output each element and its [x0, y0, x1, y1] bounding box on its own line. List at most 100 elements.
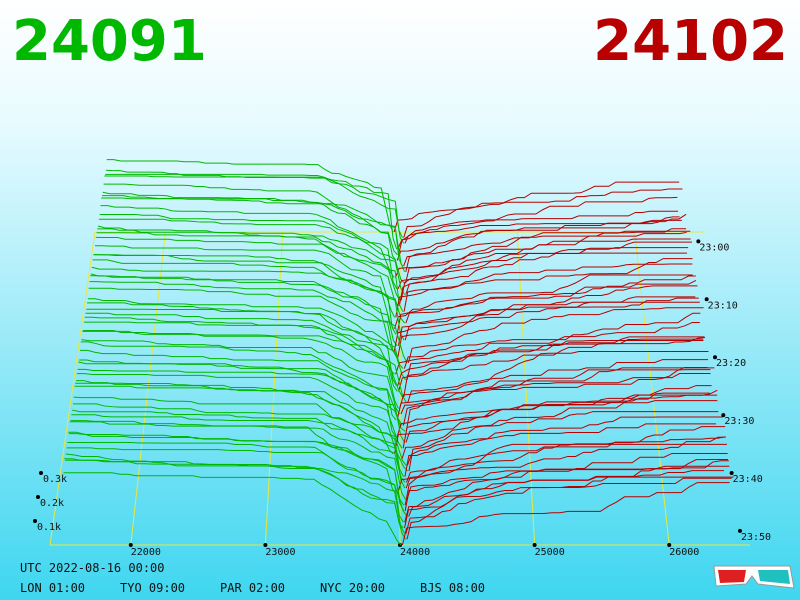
- ask-slice: [402, 367, 715, 426]
- bid-slice: [72, 403, 405, 477]
- ask-slice: [407, 359, 709, 403]
- ask-slice: [405, 477, 732, 534]
- bid-slice: [87, 298, 404, 369]
- plot: 22000 23000 24000 25000 26000 0.1k 0.2k 0.3k 23:…: [33, 159, 771, 558]
- ask-slice: [404, 416, 723, 477]
- bid-slice: [80, 341, 397, 421]
- ask-slice: [393, 181, 680, 233]
- x-tick: [263, 543, 268, 547]
- z-tick: [39, 471, 43, 475]
- ask-slice: [394, 394, 718, 455]
- bid-slice: [97, 228, 401, 301]
- ask-slice: [400, 247, 689, 301]
- x-tick: [532, 543, 537, 547]
- ask-slice: [402, 389, 718, 449]
- ask-slice: [395, 321, 700, 375]
- bid-slice: [81, 339, 401, 415]
- ask-slice: [396, 392, 710, 438]
- bid-slice: [79, 349, 403, 426]
- ask-slice: [399, 350, 709, 409]
- z-tick-label: 0.1k: [37, 522, 61, 533]
- ask-slice: [395, 263, 693, 318]
- 3d-glasses: [713, 565, 795, 589]
- time-tick-label: 23:00: [699, 242, 729, 253]
- bid-slice: [78, 361, 397, 438]
- ask-slice: [397, 297, 699, 346]
- bid-slice: [89, 281, 398, 358]
- bid-slice: [105, 173, 405, 244]
- bid-slice: [90, 275, 394, 352]
- ask-slice: [397, 338, 704, 386]
- clocks: LON 01:00 TYO 09:00 PAR 02:00 NYC 20:00 BJS …: [20, 581, 485, 595]
- ask-slice: [404, 452, 728, 511]
- time-tick: [737, 528, 742, 533]
- bid-slice: [63, 472, 402, 546]
- bid-price: 24091: [12, 9, 207, 74]
- bid-slice: [68, 431, 405, 512]
- bid-slice: [84, 316, 398, 392]
- bid-slice: [76, 373, 403, 449]
- clock-label: NYC 20:00: [320, 581, 385, 595]
- bid-slice: [106, 159, 394, 233]
- x-tick: [398, 543, 402, 547]
- bid-slice: [71, 414, 406, 489]
- clock-label: BJS 08:00: [420, 581, 485, 595]
- ask-slice: [404, 196, 678, 244]
- bid-slice: [97, 225, 405, 295]
- bid-slice: [93, 254, 394, 329]
- bid-slice: [101, 197, 406, 273]
- ask-slice: [394, 231, 687, 278]
- bid-slice: [87, 302, 395, 375]
- time-tick-label: 23:40: [733, 474, 763, 485]
- ask-slice: [396, 366, 708, 420]
- ask-slice: [403, 340, 704, 398]
- z-tick: [36, 495, 40, 499]
- ask-slice: [405, 373, 711, 432]
- time-tick-label: 23:10: [708, 300, 738, 311]
- z-tick: [33, 519, 37, 523]
- bid-slice: [105, 169, 403, 238]
- ask-slice: [398, 336, 706, 392]
- ask-slice: [397, 436, 726, 494]
- bid-slice: [69, 421, 407, 500]
- bid-slice: [98, 218, 398, 290]
- ask-slice: [403, 228, 687, 267]
- bid-slice: [77, 368, 406, 443]
- floor-edge: [49, 231, 96, 546]
- bid-slice: [75, 382, 401, 460]
- time-tick: [729, 471, 734, 476]
- ask-slice: [406, 458, 728, 500]
- grid-line: [516, 231, 536, 546]
- bid-slice: [82, 330, 399, 409]
- ask-slice: [405, 219, 682, 272]
- bid-slice: [86, 308, 407, 381]
- ask-slice: [404, 460, 729, 523]
- bid-slice: [103, 183, 398, 256]
- bid-slice: [73, 396, 409, 472]
- bid-slice: [83, 329, 407, 403]
- ask-slice: [393, 296, 696, 352]
- x-tick: [128, 543, 133, 547]
- time-tick: [713, 355, 717, 360]
- ask-slice: [400, 369, 711, 415]
- grid-line: [130, 231, 166, 546]
- bid-slice: [74, 385, 407, 466]
- ask-slice: [398, 252, 688, 307]
- time-tick-label: 23:50: [741, 532, 771, 543]
- z-tick-label: 0.2k: [40, 498, 64, 509]
- x-tick-label: 24000: [400, 547, 430, 558]
- ask-slice: [397, 238, 691, 290]
- ask-slice: [401, 482, 730, 546]
- bid-slice: [91, 266, 405, 341]
- ask-slice: [404, 443, 727, 506]
- ask-slice: [403, 258, 693, 312]
- ask-slice: [406, 336, 705, 381]
- bid-slice: [88, 287, 408, 364]
- ask-slice: [401, 400, 718, 460]
- x-tick-label: 25000: [535, 547, 565, 558]
- x-tick-label: 22000: [131, 547, 161, 558]
- ask-slice: [396, 279, 697, 335]
- ask-price: 24102: [593, 9, 788, 74]
- grid-line: [264, 231, 284, 546]
